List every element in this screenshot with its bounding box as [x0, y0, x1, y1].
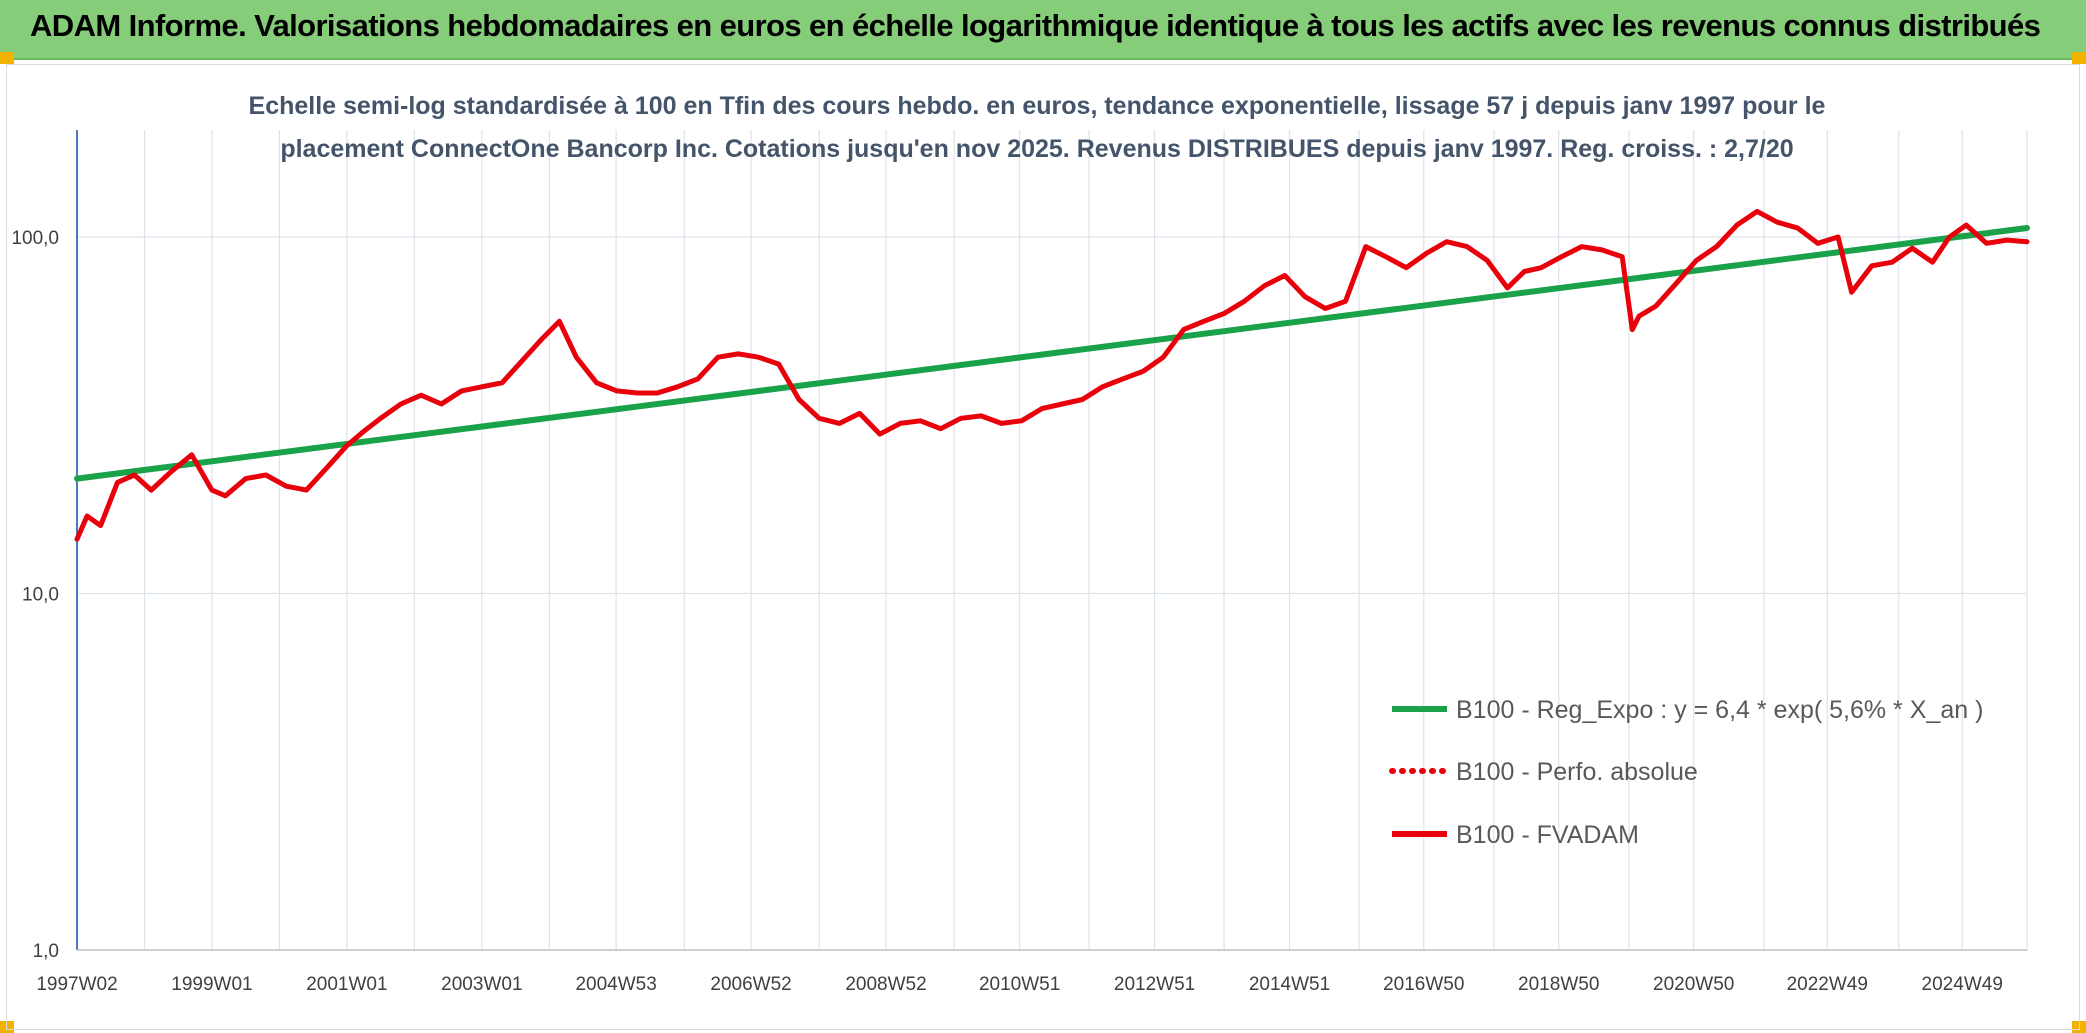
x-tick-label: 2004W53: [575, 974, 656, 995]
legend-entry-fvadam: B100 - FVADAM: [1392, 821, 1639, 849]
corner-marker-top-right: [2072, 52, 2086, 64]
chart-subtitle-line-1: Echelle semi-log standardisée à 100 en T…: [249, 92, 1826, 120]
x-tick-label: 1999W01: [171, 974, 252, 995]
x-tick-label: 2010W51: [979, 974, 1060, 995]
report-header: ADAM Informe. Valorisations hebdomadaire…: [0, 0, 2086, 60]
legend-label: B100 - Reg_Expo : y = 6,4 * exp( 5,6% * …: [1456, 696, 1983, 724]
x-tick-label: 2024W49: [1922, 974, 2003, 995]
legend: B100 - Reg_Expo : y = 6,4 * exp( 5,6% * …: [1389, 696, 1983, 849]
corner-marker-top-left: [0, 52, 14, 64]
x-tick-label: 2003W01: [441, 974, 522, 995]
y-tick-label: 100,0: [11, 228, 59, 249]
x-tick-label: 2008W52: [845, 974, 926, 995]
x-tick-label: 2001W01: [306, 974, 387, 995]
gridlines: [76, 130, 2028, 951]
chart-subtitle-line-2: placement ConnectOne Bancorp Inc. Cotati…: [280, 135, 1793, 163]
corner-marker-bottom-left: [0, 1021, 14, 1033]
x-tick-label: 2018W50: [1518, 974, 1599, 995]
legend-label: B100 - Perfo. absolue: [1456, 758, 1698, 786]
series-line-fvadam: [74, 208, 2030, 542]
x-tick-label: 2014W51: [1249, 974, 1330, 995]
x-tick-label: 2006W52: [710, 974, 791, 995]
x-tick-label: 2016W50: [1383, 974, 1464, 995]
x-tick-label: 2022W49: [1787, 974, 1868, 995]
y-tick-label: 1,0: [33, 941, 59, 962]
report-title: ADAM Informe. Valorisations hebdomadaire…: [30, 8, 2041, 43]
series-line-regression: [74, 225, 2030, 482]
y-axis-ticks: 1,0 10,0 100,0: [11, 228, 59, 962]
x-tick-label: 2020W50: [1653, 974, 1734, 995]
legend-entry-perfo-absolue: B100 - Perfo. absolue: [1389, 758, 1698, 786]
x-tick-label: 1997W02: [36, 974, 117, 995]
chart-frame: [6, 64, 2080, 1030]
x-tick-label: 2012W51: [1114, 974, 1195, 995]
y-tick-label: 10,0: [22, 585, 59, 606]
series-layer: [74, 208, 2030, 542]
legend-label: B100 - FVADAM: [1456, 821, 1639, 849]
x-axis-ticks: 1997W02 1999W01 2001W01 2003W01 2004W53 2006W…: [36, 974, 2003, 995]
legend-entry-regression: B100 - Reg_Expo : y = 6,4 * exp( 5,6% * …: [1392, 696, 1983, 724]
